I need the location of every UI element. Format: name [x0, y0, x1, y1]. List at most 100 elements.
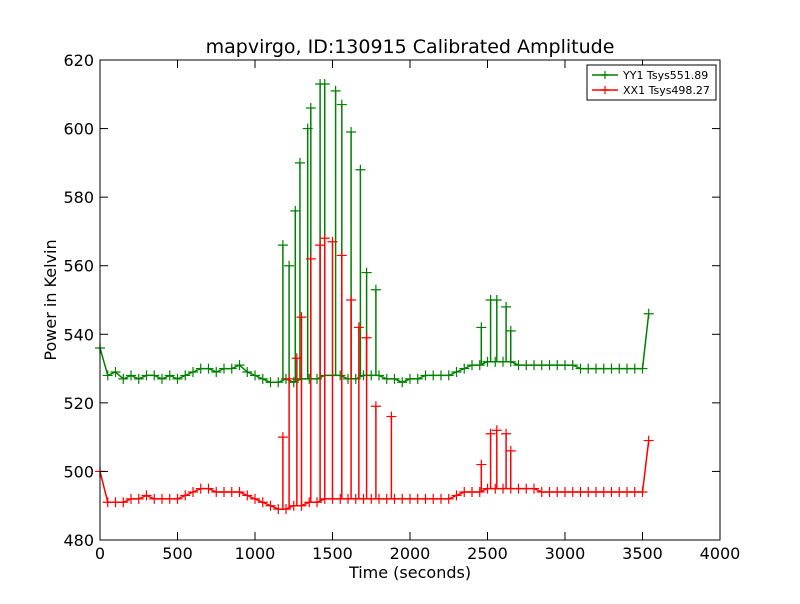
- data-point: [637, 487, 648, 497]
- spike-marker: [330, 85, 341, 96]
- data-point: [133, 493, 144, 504]
- spike-marker: [277, 240, 288, 251]
- data-point: [273, 377, 284, 388]
- data-point: [242, 490, 253, 501]
- y-tick-label: 540: [63, 325, 94, 344]
- data-point: [412, 373, 423, 384]
- data-point: [188, 367, 198, 377]
- y-tick-label: 580: [63, 188, 94, 207]
- data-point: [157, 373, 167, 384]
- y-tick-label: 480: [63, 531, 94, 550]
- legend-marker: [601, 71, 609, 79]
- spike-marker: [284, 260, 295, 271]
- spike-marker: [501, 301, 512, 312]
- legend-entry-label: XX1 Tsys498.27: [623, 84, 710, 97]
- spike-marker: [294, 157, 305, 168]
- data-point: [643, 308, 654, 319]
- x-tick-label: 2500: [467, 544, 508, 563]
- data-point: [474, 360, 485, 371]
- legend-marker: [601, 86, 609, 94]
- data-point: [257, 497, 268, 508]
- spike-marker: [305, 103, 316, 113]
- data-point: [265, 500, 276, 511]
- x-tick-label: 1500: [312, 544, 353, 563]
- data-point: [234, 360, 245, 371]
- spike-marker: [336, 99, 347, 110]
- data-point: [451, 490, 462, 501]
- data-point: [118, 373, 129, 384]
- spike-marker: [370, 401, 381, 412]
- data-point: [250, 493, 260, 504]
- spike-marker: [370, 284, 381, 295]
- data-point: [374, 370, 384, 381]
- x-tick-label: 4000: [700, 544, 741, 563]
- data-point: [242, 367, 253, 377]
- data-point: [118, 497, 129, 508]
- y-tick-label: 600: [63, 120, 94, 139]
- legend-entry-label: YY1 Tsys551.89: [622, 69, 708, 82]
- y-axis-label: Power in Kelvin: [41, 239, 60, 360]
- data-point: [312, 497, 322, 508]
- series-line: [99, 313, 650, 384]
- spike-marker: [346, 127, 357, 137]
- y-tick-label: 520: [63, 394, 94, 413]
- data-point: [459, 363, 470, 374]
- data-point: [443, 493, 454, 504]
- data-point: [180, 370, 191, 381]
- x-tick-label: 500: [162, 544, 193, 563]
- y-tick-label: 500: [63, 462, 94, 481]
- data-point: [188, 487, 198, 497]
- chart-title: mapvirgo, ID:130915 Calibrated Amplitude: [206, 36, 615, 58]
- spike-marker: [315, 240, 326, 251]
- data-point: [203, 483, 214, 494]
- data-point: [257, 373, 268, 384]
- data-point: [335, 370, 346, 381]
- x-tick-label: 3500: [622, 544, 663, 563]
- legend: YY1 Tsys551.89 XX1 Tsys498.27: [586, 64, 717, 101]
- data-point: [133, 373, 144, 384]
- data-point: [126, 370, 136, 381]
- data-point: [637, 363, 648, 374]
- data-point: [172, 493, 183, 504]
- legend-box: [586, 64, 717, 101]
- y-tick-label: 560: [63, 257, 94, 276]
- spike-marker: [346, 295, 357, 305]
- spike-marker: [505, 445, 516, 456]
- data-point: [281, 504, 291, 515]
- data-point: [102, 370, 113, 381]
- data-point: [211, 367, 222, 377]
- data-point: [250, 370, 260, 381]
- y-tick-label: 620: [63, 51, 94, 70]
- spike-marker: [485, 428, 496, 439]
- spike-marker: [491, 425, 502, 436]
- spike-marker: [361, 267, 372, 278]
- axes: 0 500 1000 1500 2000 2500 3000 3500 4000 480 500 52…: [63, 51, 740, 563]
- x-tick-label: 2000: [390, 544, 431, 563]
- spike-marker: [386, 411, 397, 422]
- x-tick-label: 0: [95, 544, 105, 563]
- data-point: [203, 363, 214, 374]
- spike-marker: [476, 322, 487, 333]
- plot-area: [95, 79, 654, 515]
- data-point: [397, 377, 408, 388]
- data-point: [474, 487, 485, 497]
- spike-marker: [491, 295, 502, 305]
- spike-marker: [505, 325, 516, 336]
- spike-marker: [305, 253, 316, 264]
- spike-marker: [290, 205, 301, 216]
- spike-marker: [296, 312, 307, 323]
- spike-marker: [319, 79, 330, 89]
- data-point: [643, 435, 654, 446]
- data-point: [141, 490, 152, 501]
- data-point: [529, 483, 539, 494]
- series-0: [95, 79, 654, 388]
- data-point: [443, 370, 454, 381]
- data-point: [110, 367, 121, 377]
- x-tick-label: 1000: [235, 544, 276, 563]
- spike-marker: [291, 353, 302, 364]
- data-point: [149, 370, 160, 381]
- data-point: [164, 370, 175, 381]
- spike-marker: [353, 322, 364, 333]
